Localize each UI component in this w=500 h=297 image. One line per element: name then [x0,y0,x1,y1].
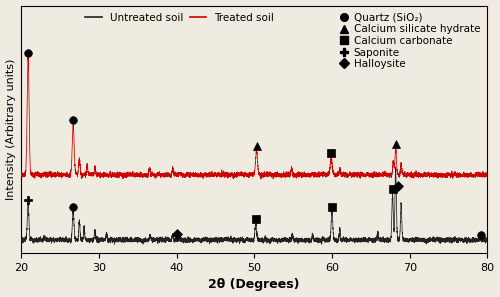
X-axis label: 2θ (Degrees): 2θ (Degrees) [208,279,300,291]
Legend: Quartz (SiO₂), Calcium silicate hydrate, Calcium carbonate, Saponite, Halloysite: Quartz (SiO₂), Calcium silicate hydrate,… [337,11,482,71]
Y-axis label: Intensity (Arbitrary units): Intensity (Arbitrary units) [6,59,16,200]
